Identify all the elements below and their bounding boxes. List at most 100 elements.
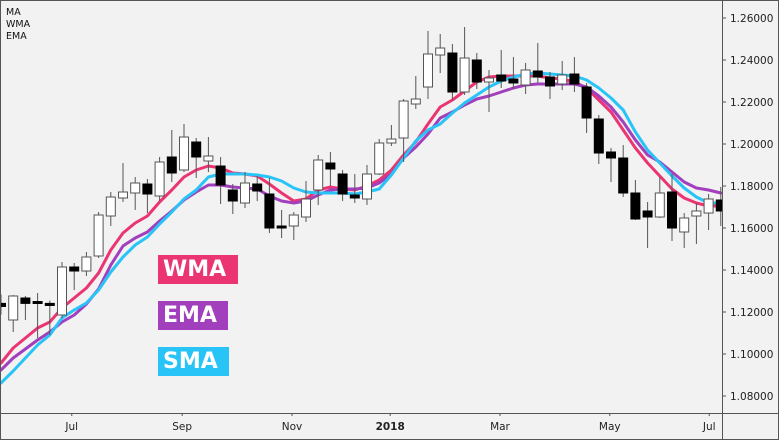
candle xyxy=(606,147,616,183)
candle xyxy=(496,50,507,88)
bullish-candle-body xyxy=(154,161,165,197)
candle xyxy=(362,165,372,206)
candle xyxy=(32,292,43,338)
candle xyxy=(667,174,677,241)
candle xyxy=(581,82,592,133)
candle xyxy=(93,211,104,259)
bullish-candle-body xyxy=(301,198,311,218)
candle xyxy=(8,294,19,332)
bullish-candle-body xyxy=(130,182,141,194)
indicator-legend-ma: MA xyxy=(6,7,21,18)
bearish-candle-body xyxy=(545,76,555,87)
candle xyxy=(154,156,165,201)
bullish-candle-body xyxy=(459,57,470,93)
candle xyxy=(484,69,494,112)
candle xyxy=(642,202,653,248)
bullish-candle-body xyxy=(93,214,104,257)
bullish-candle-body xyxy=(654,192,665,218)
candle xyxy=(130,176,141,211)
y-tick-label: 1.08000 xyxy=(730,391,773,403)
candle xyxy=(532,42,543,83)
candle xyxy=(288,211,299,240)
bearish-candle-body xyxy=(252,183,263,192)
bullish-candle-body xyxy=(679,217,690,233)
candle xyxy=(264,177,275,233)
sma-label-tag: SMA xyxy=(158,347,229,376)
bearish-candle-body xyxy=(471,59,482,83)
candle xyxy=(276,210,287,238)
candle xyxy=(337,169,348,201)
candle xyxy=(349,174,360,204)
bullish-candle-body xyxy=(57,266,67,316)
candle xyxy=(252,176,263,201)
bearish-candle-body xyxy=(337,173,348,195)
candle xyxy=(20,295,31,321)
x-tick-label: 2018 xyxy=(376,421,405,433)
x-tick-label: May xyxy=(599,421,621,433)
candle xyxy=(618,145,629,198)
bullish-candle-body xyxy=(203,155,214,162)
sma-line xyxy=(0,71,722,385)
candle xyxy=(593,114,604,164)
candle xyxy=(703,194,714,230)
bearish-candle-body xyxy=(69,266,80,272)
y-tick-label: 1.10000 xyxy=(730,349,773,361)
bullish-candle-body xyxy=(520,69,531,86)
bullish-candle-body xyxy=(8,295,19,321)
bearish-candle-body xyxy=(215,165,226,186)
bearish-candle-body xyxy=(349,194,360,199)
candle xyxy=(520,63,531,94)
y-tick-label: 1.20000 xyxy=(730,139,773,151)
bullish-candle-body xyxy=(362,173,372,200)
bullish-candle-body xyxy=(179,136,189,171)
bullish-candle-body xyxy=(81,256,92,272)
bullish-candle-body xyxy=(105,196,116,217)
bearish-candle-body xyxy=(532,70,543,78)
candle xyxy=(459,27,470,96)
candle xyxy=(569,56,580,93)
bearish-candle-body xyxy=(32,301,43,304)
candle xyxy=(398,98,409,162)
x-tick-label: Sep xyxy=(172,421,192,433)
bearish-candle-body xyxy=(496,74,507,82)
candle xyxy=(240,171,250,209)
candle xyxy=(715,187,722,227)
x-tick-label: Nov xyxy=(282,421,303,433)
candle xyxy=(630,179,641,220)
candles xyxy=(0,27,722,338)
candle xyxy=(325,152,336,186)
indicator-legend-wma: WMA xyxy=(6,19,31,30)
bearish-candle-body xyxy=(20,297,31,304)
bullish-candle-body xyxy=(374,142,385,175)
candle xyxy=(435,34,446,73)
candle xyxy=(81,252,92,277)
x-tick-label: Mar xyxy=(490,421,510,433)
x-tick-label: Jul xyxy=(702,421,716,433)
bearish-candle-body xyxy=(276,225,287,229)
candle xyxy=(203,137,214,172)
bearish-candle-body xyxy=(606,151,616,159)
bearish-candle-body xyxy=(593,118,604,154)
bullish-candle-body xyxy=(691,210,702,217)
bullish-candle-body xyxy=(118,191,128,199)
candle xyxy=(654,176,665,219)
moving-average-lines xyxy=(0,71,722,385)
ema-label-tag: EMA xyxy=(158,301,228,330)
candle xyxy=(679,213,690,248)
wma-label-tag: WMA xyxy=(158,255,238,284)
candle xyxy=(215,156,226,204)
candle xyxy=(301,181,311,222)
bullish-candle-body xyxy=(484,77,494,83)
y-tick-label: 1.16000 xyxy=(730,223,773,235)
candle xyxy=(313,155,324,206)
candle xyxy=(191,137,202,178)
candle xyxy=(374,139,385,175)
bearish-candle-body xyxy=(166,156,177,174)
candle xyxy=(118,163,128,203)
candle xyxy=(227,184,238,214)
bearish-candle-body xyxy=(569,73,580,85)
candle xyxy=(179,124,189,172)
bearish-candle-body xyxy=(44,302,55,306)
